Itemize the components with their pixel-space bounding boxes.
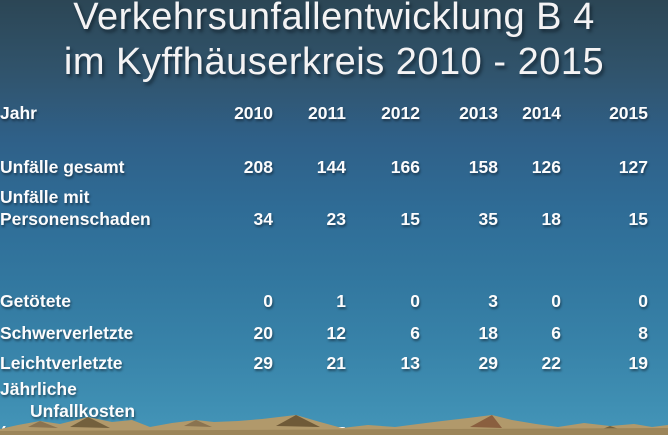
spacer-row: [0, 126, 668, 154]
mountain-range-graphic: [0, 415, 668, 435]
value-cell: 20: [253, 323, 273, 343]
year-header: 2014: [522, 103, 561, 123]
value-cell: 144: [316, 157, 346, 177]
row-label: Unfälle gesamt: [0, 157, 125, 177]
value-cell: 35: [478, 209, 498, 229]
row-label: Getötete: [0, 291, 71, 311]
value-cell: 15: [628, 209, 648, 229]
value-cell: 208: [243, 157, 273, 177]
value-cell: 6: [551, 323, 561, 343]
value-cell: 0: [551, 291, 561, 311]
value-cell: 1: [336, 291, 346, 311]
value-cell: 12: [326, 323, 346, 343]
value-cell: 29: [478, 353, 498, 373]
year-header-label: Jahr: [0, 103, 37, 123]
table-row-schwerverletzte: Schwerverletzte 20 12 6 18 6 8: [0, 314, 668, 346]
value-cell: 34: [253, 209, 273, 229]
row-label-line: Personenschaden: [0, 209, 151, 229]
value-cell: 8: [638, 323, 648, 343]
value-cell: 158: [468, 157, 498, 177]
title-line-2: im Kyffhäuserkreis 2010 - 2015: [63, 41, 605, 83]
row-label-line: Unfälle mit: [0, 187, 90, 207]
row-label-line: Jährliche: [0, 379, 77, 399]
slide-title: Verkehrsunfallentwicklung B 4 im Kyffhäu…: [0, 0, 668, 85]
row-label-line: Unfallkosten: [30, 401, 136, 421]
value-cell: 166: [390, 157, 420, 177]
year-header: 2011: [308, 103, 346, 123]
value-cell: 126: [531, 157, 561, 177]
value-cell: 15: [400, 209, 420, 229]
value-cell: 6: [410, 323, 420, 343]
value-cell: 23: [326, 209, 346, 229]
table-row-header: Jahr 2010 2011 2012 2013 2014 2015: [0, 94, 668, 126]
value-cell: 3: [488, 291, 498, 311]
value-cell: 127: [618, 157, 648, 177]
row-label: Unfälle mit Personenschaden: [0, 180, 200, 232]
accident-table: Jahr 2010 2011 2012 2013 2014 2015 Unfäl…: [0, 94, 668, 435]
value-cell: 18: [478, 323, 498, 343]
year-header: 2012: [381, 103, 420, 123]
year-header: 2015: [609, 103, 648, 123]
year-header: 2010: [234, 103, 273, 123]
value-cell: 0: [410, 291, 420, 311]
value-cell: 13: [400, 353, 420, 373]
table-row-leichtverletzte: Leichtverletzte 29 21 13 29 22 19: [0, 346, 668, 376]
value-cell: 0: [638, 291, 648, 311]
value-cell: 29: [253, 353, 273, 373]
value-cell: 0: [263, 291, 273, 311]
value-cell: 22: [541, 353, 561, 373]
value-cell: 19: [628, 353, 648, 373]
year-header: 2013: [459, 103, 498, 123]
title-line-1: Verkehrsunfallentwicklung B 4: [73, 0, 595, 38]
table-row-unfaelle-gesamt: Unfälle gesamt 208 144 166 158 126 127: [0, 154, 668, 180]
row-label: Leichtverletzte: [0, 353, 123, 373]
table-row-personenschaden: Unfälle mit Personenschaden 34 23 15 35 …: [0, 180, 668, 232]
table-row-getoetete: Getötete 0 1 0 3 0 0: [0, 282, 668, 314]
value-cell: 18: [541, 209, 561, 229]
spacer-row: [0, 232, 668, 282]
row-label: Schwerverletzte: [0, 323, 134, 343]
value-cell: 21: [326, 353, 346, 373]
